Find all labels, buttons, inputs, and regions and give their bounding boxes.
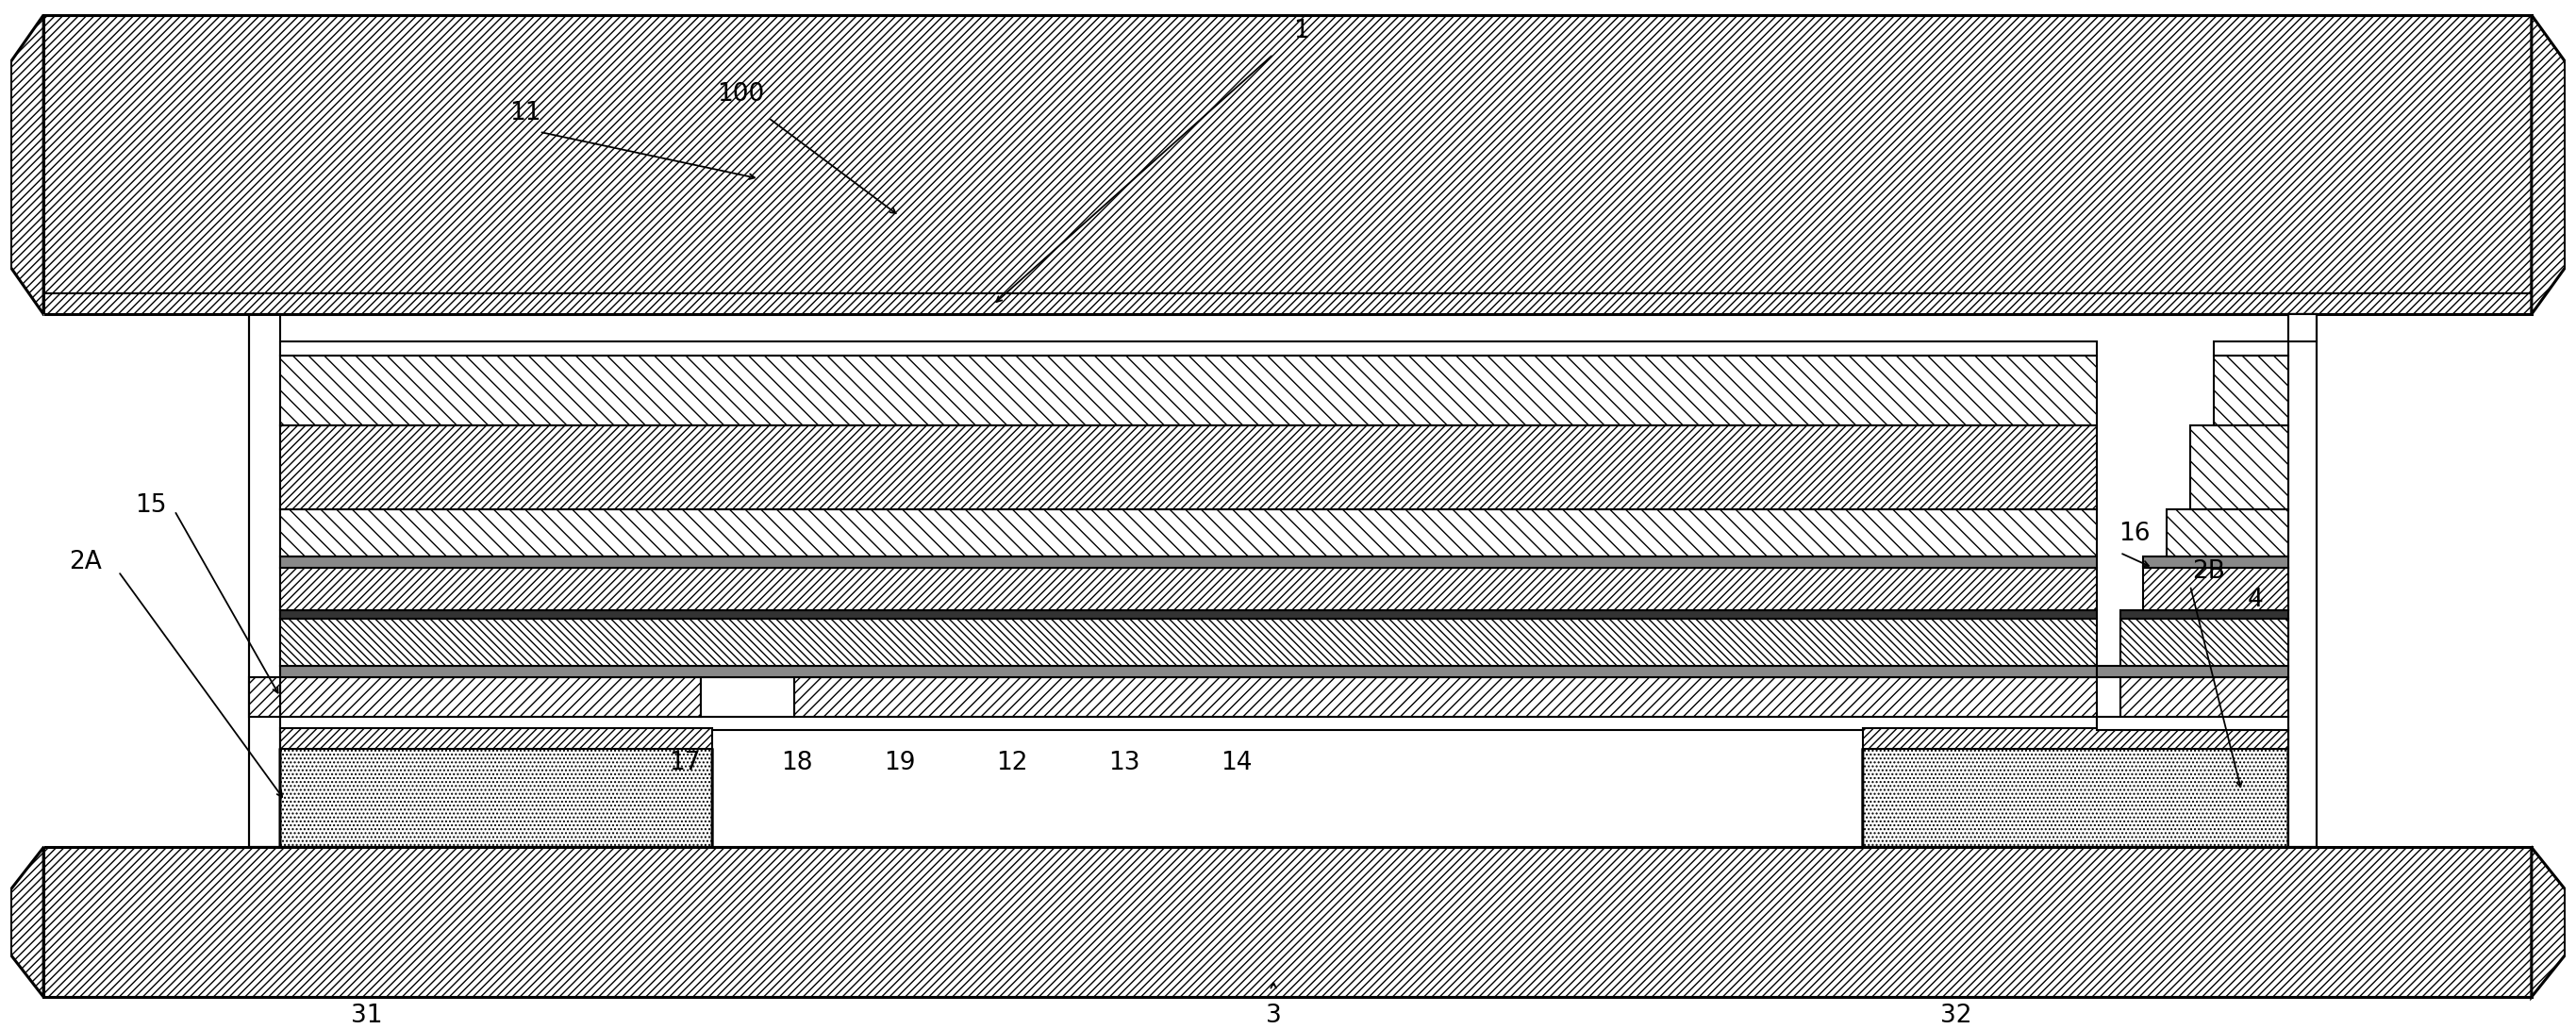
Text: 4: 4 bbox=[2249, 588, 2264, 612]
Bar bbox=[44, 15, 2532, 314]
Bar bbox=[2213, 342, 2287, 355]
Bar bbox=[2120, 610, 2287, 619]
Bar bbox=[2190, 426, 2287, 509]
Bar bbox=[281, 557, 2097, 568]
Bar bbox=[2287, 314, 2316, 847]
Bar bbox=[281, 677, 701, 716]
Polygon shape bbox=[10, 847, 44, 997]
Polygon shape bbox=[281, 731, 714, 847]
Bar bbox=[250, 314, 281, 847]
Bar bbox=[281, 355, 2097, 426]
Bar bbox=[2287, 314, 2316, 342]
Bar bbox=[2097, 666, 2287, 677]
Text: 11: 11 bbox=[510, 101, 541, 126]
Bar bbox=[250, 677, 281, 716]
Polygon shape bbox=[1862, 731, 2287, 847]
Text: 32: 32 bbox=[1940, 1003, 1973, 1028]
Bar bbox=[2143, 557, 2287, 568]
Bar bbox=[281, 426, 2097, 509]
Text: 17: 17 bbox=[667, 751, 701, 776]
Bar bbox=[281, 666, 2097, 677]
Bar bbox=[2316, 314, 2532, 847]
Text: 19: 19 bbox=[884, 751, 914, 776]
Bar bbox=[2143, 568, 2287, 610]
Text: 13: 13 bbox=[1108, 751, 1139, 776]
Bar bbox=[281, 342, 2097, 355]
Text: 15: 15 bbox=[137, 494, 167, 519]
Polygon shape bbox=[2532, 15, 2566, 314]
Bar bbox=[281, 619, 2097, 666]
Bar bbox=[793, 677, 2097, 716]
Text: 14: 14 bbox=[1221, 751, 1252, 776]
Text: 12: 12 bbox=[997, 751, 1028, 776]
Text: 2A: 2A bbox=[70, 549, 103, 574]
Bar bbox=[281, 568, 2097, 610]
Bar bbox=[701, 677, 793, 716]
Text: 16: 16 bbox=[2117, 522, 2151, 546]
Polygon shape bbox=[2532, 847, 2566, 997]
Bar bbox=[2213, 355, 2287, 426]
Text: 100: 100 bbox=[716, 82, 765, 107]
Text: 18: 18 bbox=[781, 751, 811, 776]
Bar bbox=[281, 716, 2097, 731]
Bar bbox=[44, 847, 2532, 997]
Text: 2B: 2B bbox=[2192, 559, 2226, 583]
Bar bbox=[281, 729, 714, 749]
Bar bbox=[2166, 509, 2287, 557]
Bar bbox=[281, 610, 2097, 619]
Text: 1: 1 bbox=[1293, 19, 1309, 43]
Bar bbox=[2097, 716, 2287, 731]
Bar bbox=[281, 509, 2097, 557]
Text: 3: 3 bbox=[1265, 1003, 1280, 1028]
Bar bbox=[1862, 729, 2287, 749]
Polygon shape bbox=[10, 15, 44, 314]
Bar bbox=[44, 314, 250, 847]
Bar bbox=[2120, 677, 2287, 716]
Bar bbox=[2120, 619, 2287, 666]
Text: 31: 31 bbox=[350, 1003, 381, 1028]
